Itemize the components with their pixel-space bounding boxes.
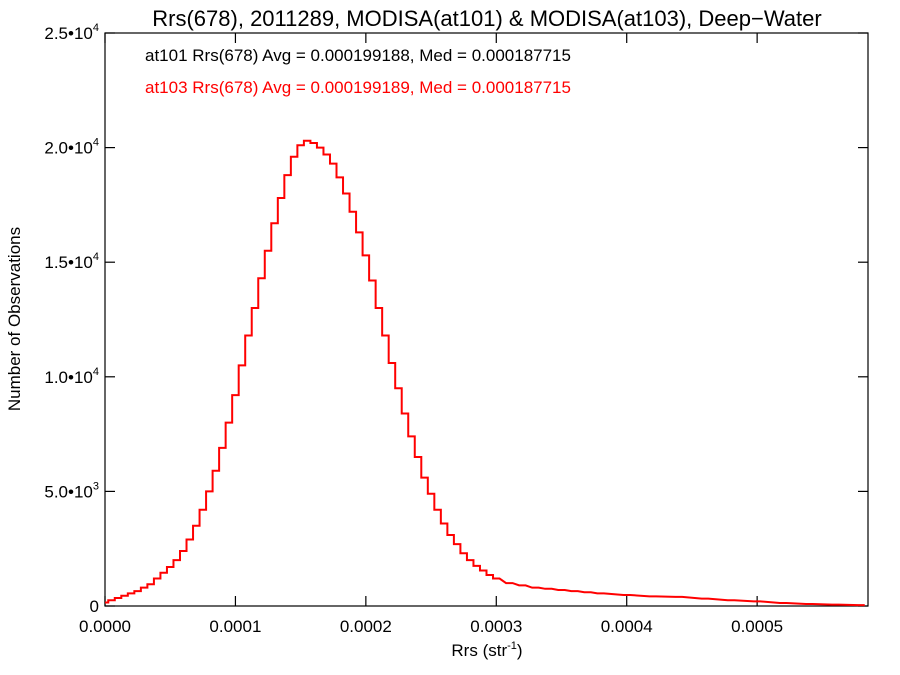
y-tick-label: 1.5•104 <box>44 251 99 272</box>
y-tick-label-exponent: 4 <box>93 137 99 149</box>
y-tick-label-mantissa: 5.0•10 <box>44 482 93 501</box>
y-tick-label-exponent: 4 <box>93 251 99 263</box>
y-tick-label-exponent: 3 <box>93 480 99 492</box>
y-tick-label-mantissa: 1.0•10 <box>44 368 93 387</box>
histogram-series-line <box>105 139 865 607</box>
y-tick-label-mantissa: 2.5•10 <box>44 24 93 43</box>
y-tick-label: 2.5•104 <box>44 22 99 43</box>
y-tick-label: 0 <box>90 597 99 616</box>
x-tick-label: 0.0003 <box>470 617 522 636</box>
x-tick-label: 0.0005 <box>731 617 783 636</box>
chart-title: Rrs(678), 2011289, MODISA(at101) & MODIS… <box>152 6 821 31</box>
x-axis-label-main: Rrs (str <box>451 641 507 660</box>
annotation-at103: at103 Rrs(678) Avg = 0.000199189, Med = … <box>145 78 571 97</box>
y-tick-label-mantissa: 0 <box>90 597 99 616</box>
y-tick-label-exponent: 4 <box>93 22 99 34</box>
x-tick-label: 0.0000 <box>79 617 131 636</box>
x-tick-label: 0.0001 <box>209 617 261 636</box>
x-axis-label: Rrs (str-1) <box>451 640 522 660</box>
y-axis-label: Number of Observations <box>5 227 24 411</box>
y-tick-label-mantissa: 1.5•10 <box>44 253 93 272</box>
y-tick-label-exponent: 4 <box>93 366 99 378</box>
x-tick-label: 0.0004 <box>601 617 653 636</box>
x-axis-ticks: 0.0000 0.0001 0.0002 0.0003 0.0004 0.0005 <box>79 33 783 636</box>
x-axis-label-superscript: -1 <box>507 640 517 652</box>
x-axis-label-close: ) <box>517 641 523 660</box>
annotation-at101: at101 Rrs(678) Avg = 0.000199188, Med = … <box>145 46 571 65</box>
y-tick-label: 1.0•104 <box>44 366 99 387</box>
y-tick-label: 2.0•104 <box>44 137 99 158</box>
y-tick-label-mantissa: 2.0•10 <box>44 139 93 158</box>
y-tick-label: 5.0•103 <box>44 480 99 501</box>
plot-area-frame <box>104 32 869 607</box>
x-tick-label: 0.0002 <box>340 617 392 636</box>
